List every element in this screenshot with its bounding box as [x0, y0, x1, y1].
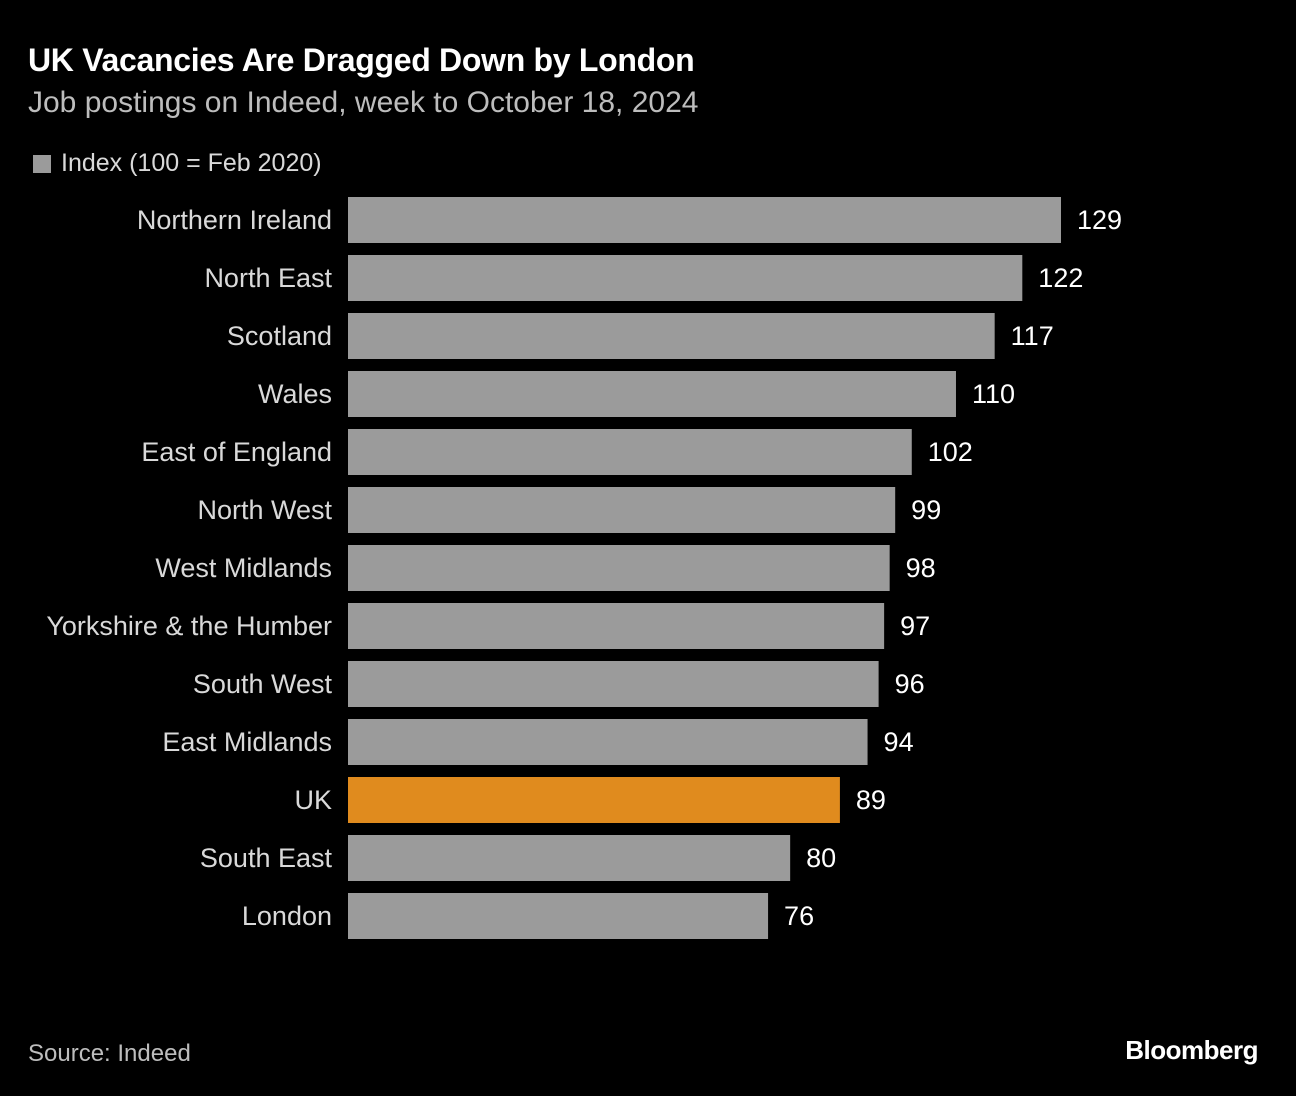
value-label-yorkshire-the-humber: 97	[900, 611, 930, 641]
bar-west-midlands	[348, 545, 890, 591]
bar-yorkshire-the-humber	[348, 603, 885, 649]
value-label-south-west: 96	[895, 669, 925, 699]
category-label-scotland: Scotland	[227, 321, 332, 351]
category-label-yorkshire-the-humber: Yorkshire & the Humber	[46, 611, 332, 641]
bar-east-midlands	[348, 719, 868, 765]
category-label-uk: UK	[294, 785, 332, 815]
bar-south-west	[348, 661, 879, 707]
category-label-south-west: South West	[193, 669, 333, 699]
category-label-northern-ireland: Northern Ireland	[137, 205, 332, 235]
category-label-wales: Wales	[258, 379, 332, 409]
bloomberg-logo: Bloomberg	[1125, 1035, 1258, 1065]
legend-swatch	[33, 154, 51, 173]
bar-scotland	[348, 313, 995, 359]
category-label-north-west: North West	[197, 495, 332, 525]
legend-label: Index (100 = Feb 2020)	[61, 149, 322, 177]
bar-chart: Northern Ireland 129 North East 122 Scotland…	[46, 197, 1122, 939]
bar-london	[348, 893, 769, 939]
bar-north-west	[348, 487, 896, 533]
category-label-east-midlands: East Midlands	[162, 727, 332, 757]
chart-title: UK Vacancies Are Dragged Down by London	[28, 42, 695, 78]
bar-north-east	[348, 255, 1023, 301]
value-label-wales: 110	[972, 379, 1015, 409]
value-label-east-of-england: 102	[928, 437, 973, 467]
source-note: Source: Indeed	[28, 1040, 191, 1067]
value-label-north-east: 122	[1038, 263, 1083, 293]
bar-northern-ireland	[348, 197, 1061, 243]
legend: Index (100 = Feb 2020)	[33, 149, 322, 178]
category-label-london: London	[242, 901, 332, 931]
value-label-east-midlands: 94	[884, 727, 914, 757]
chart-subtitle: Job postings on Indeed, week to October …	[28, 86, 699, 119]
bar-uk	[348, 777, 840, 823]
category-label-north-east: North East	[204, 263, 332, 293]
value-label-scotland: 117	[1011, 321, 1054, 351]
value-label-north-west: 99	[911, 495, 941, 525]
value-label-uk: 89	[856, 785, 886, 815]
value-label-london: 76	[784, 901, 814, 931]
bar-east-of-england	[348, 429, 912, 475]
category-label-south-east: South East	[200, 843, 333, 873]
value-label-west-midlands: 98	[906, 553, 936, 583]
bar-south-east	[348, 835, 791, 881]
bar-wales	[348, 371, 956, 417]
value-label-northern-ireland: 129	[1077, 205, 1122, 235]
value-label-south-east: 80	[806, 843, 836, 873]
category-label-east-of-england: East of England	[141, 437, 332, 467]
category-label-west-midlands: West Midlands	[155, 553, 332, 583]
